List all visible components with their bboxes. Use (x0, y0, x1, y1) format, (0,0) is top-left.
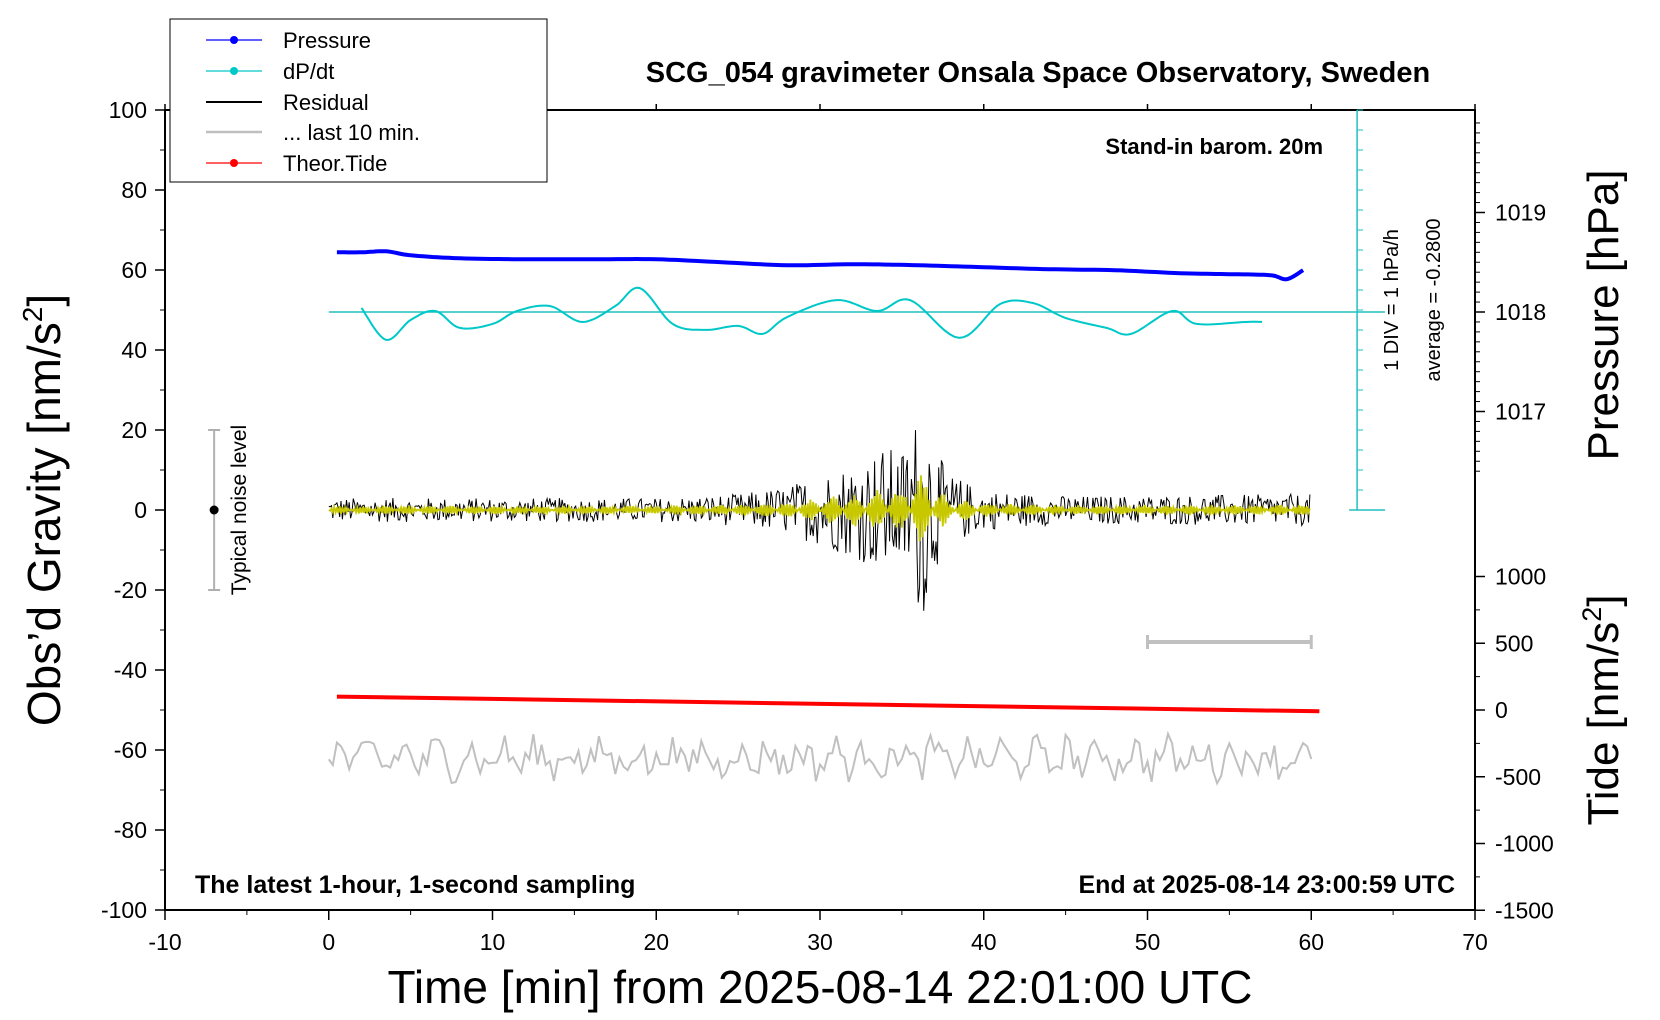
residual-smoothed-line (328, 475, 1311, 542)
x-tick-label: 30 (807, 929, 833, 955)
last-10-min-range-marker (1146, 635, 1313, 649)
noise-bar-center (209, 505, 219, 515)
pressure-tick-label: 1017 (1495, 399, 1546, 425)
ddt-series-line (360, 286, 1263, 341)
y-axis-title-tide-sup: 2 (1577, 607, 1607, 622)
pressure-tick-label: 1018 (1495, 299, 1546, 325)
pressure-axis-ticks: 1019 1018 1017 (1475, 122, 1546, 472)
pressure-series-line (336, 249, 1305, 282)
tide-tick-label: -1000 (1495, 831, 1554, 857)
y-tick-label: -80 (114, 817, 147, 843)
y-axis-title-tide: Tide [nm/s2] (1577, 594, 1628, 825)
legend-tide-label: Theor.Tide (283, 151, 387, 176)
noise-level-label: Typical noise level (228, 425, 251, 595)
y-axis-title-pressure: Pressure [hPa] (1579, 169, 1628, 460)
y-axis-ticks: 100 80 60 40 20 0 -20 -40 -60 -80 -100 (101, 97, 165, 923)
legend-last10-label: ... last 10 min. (283, 120, 420, 145)
y-tick-label: -20 (114, 577, 147, 603)
y-tick-label: -60 (114, 737, 147, 763)
ddt-scale-label: 1 DIV = 1 hPa/h (1381, 229, 1403, 371)
pressure-tick-label: 1019 (1495, 200, 1546, 226)
ddt-average-label: average = -0.2800 (1423, 219, 1445, 382)
y-tick-label: 20 (121, 417, 147, 443)
legend-pressure-label: Pressure (283, 28, 371, 53)
legend-ddt-label: dP/dt (283, 59, 334, 84)
x-axis-title: Time [min] from 2025-08-14 22:01:00 UTC (388, 961, 1253, 1013)
tide-axis-ticks: 1000 500 0 -500 -1000 -1500 (1475, 564, 1554, 923)
y-tick-label: 60 (121, 257, 147, 283)
y-tick-label: -40 (114, 657, 147, 683)
tide-tick-label: 1000 (1495, 564, 1546, 590)
legend-tide-marker (230, 159, 238, 167)
legend: Pressure dP/dt Residual ... last 10 min.… (169, 18, 548, 183)
tide-tick-label: 0 (1495, 697, 1508, 723)
barometer-note: Stand-in barom. 20m (1105, 134, 1323, 159)
legend-box (169, 18, 548, 183)
x-tick-label: -10 (148, 929, 181, 955)
x-tick-label: 70 (1462, 929, 1488, 955)
y-tick-label: 40 (121, 337, 147, 363)
y-axis-title-tide-main: Tide [nm/s (1579, 622, 1628, 826)
residual-series-line (328, 430, 1311, 611)
y-axis-title-tide-close: ] (1579, 594, 1628, 606)
y-axis-title-left-close: ] (18, 294, 70, 307)
y-tick-label: 0 (134, 497, 147, 523)
x-tick-label: 0 (322, 929, 335, 955)
x-tick-label: 60 (1298, 929, 1324, 955)
y-tick-label: 100 (109, 97, 147, 123)
x-tick-label: 40 (971, 929, 997, 955)
tide-tick-label: -500 (1495, 764, 1541, 790)
tide-tick-label: 500 (1495, 630, 1533, 656)
sampling-note: The latest 1-hour, 1-second sampling (195, 871, 635, 899)
y-axis-title-left: Obs’d Gravity [nm/s2] (17, 294, 70, 726)
y-tick-label: -100 (101, 897, 147, 923)
end-time-note: End at 2025-08-14 23:00:59 UTC (1078, 871, 1455, 899)
tide-tick-label: -1500 (1495, 897, 1554, 923)
ddt-scale-bar (1349, 109, 1386, 511)
x-tick-label: 10 (480, 929, 506, 955)
noise-level-bar (208, 429, 221, 591)
y-tick-label: 80 (121, 177, 147, 203)
tide-series-line (336, 694, 1320, 714)
chart-title: SCG_054 gravimeter Onsala Space Observat… (646, 57, 1430, 89)
y-axis-title-left-main: Obs’d Gravity [nm/s (18, 322, 70, 726)
x-axis-ticks: -10 0 10 20 30 40 50 60 70 (148, 104, 1488, 955)
legend-ddt-marker (230, 67, 238, 75)
y-axis-title-left-sup: 2 (17, 307, 48, 323)
x-tick-label: 50 (1135, 929, 1161, 955)
x-tick-label: 20 (643, 929, 669, 955)
last-10-min-series-line (327, 730, 1313, 786)
legend-residual-label: Residual (283, 90, 369, 115)
legend-pressure-marker (230, 36, 238, 44)
